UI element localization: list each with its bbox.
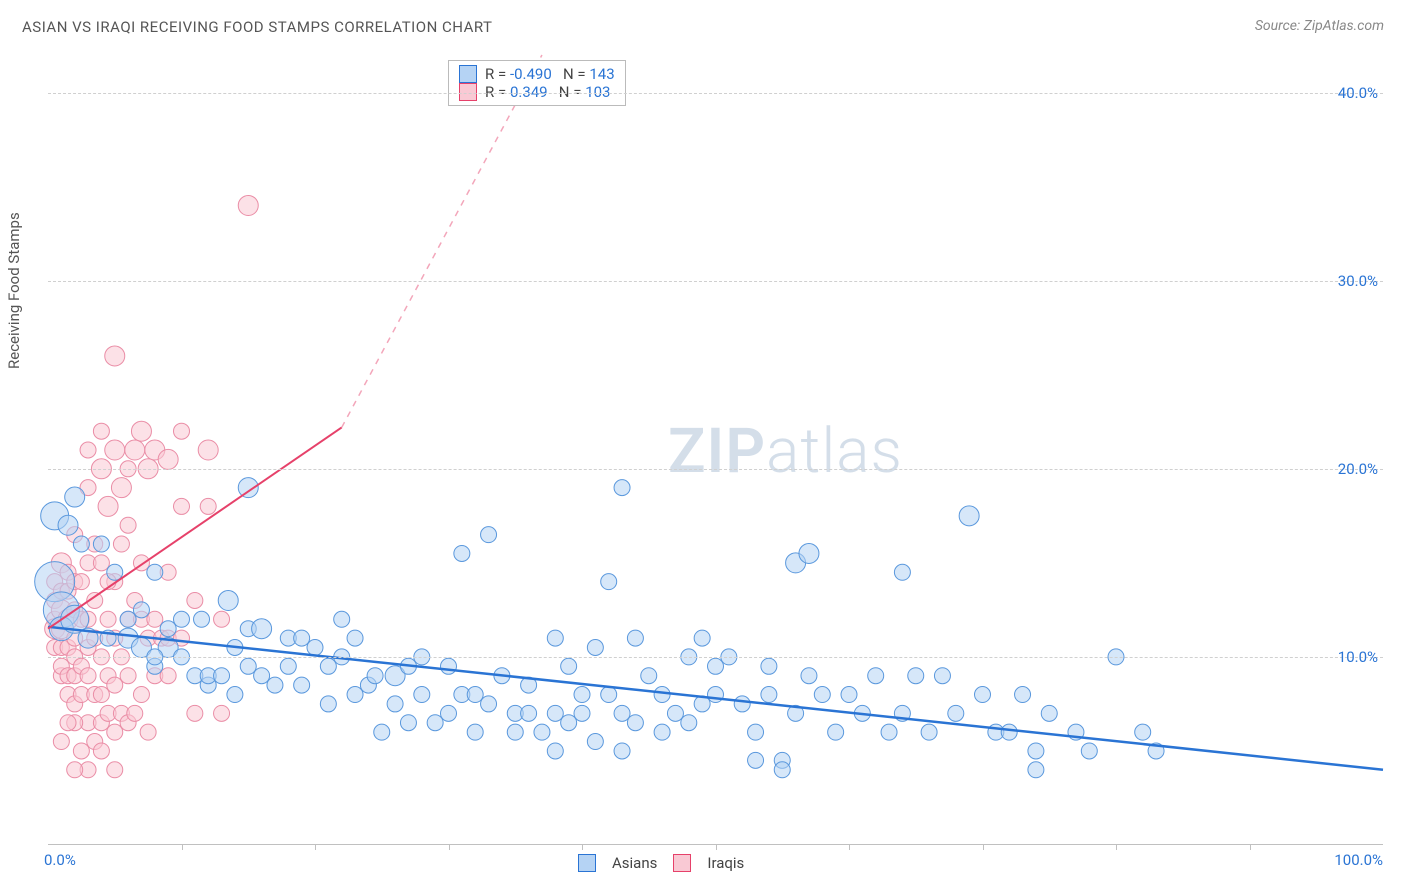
legend-label: Iraqis (707, 854, 744, 872)
legend-swatch (578, 854, 596, 872)
x-axis-min-label: 0.0% (44, 851, 76, 869)
y-tick-label: 10.0% (1338, 648, 1378, 666)
legend-swatch (459, 65, 477, 83)
series-legend: Asians Iraqis (578, 854, 744, 872)
y-axis-label: Receiving Food Stamps (5, 212, 23, 369)
y-tick-label: 40.0% (1338, 84, 1378, 102)
legend-swatch (673, 854, 691, 872)
chart-title: ASIAN VS IRAQI RECEIVING FOOD STAMPS COR… (22, 18, 493, 36)
chart-area: ZIPatlas R = -0.490 N = 143R = 0.349 N =… (48, 55, 1383, 845)
correlation-legend-row: R = -0.490 N = 143 (459, 65, 615, 83)
y-tick-label: 30.0% (1338, 272, 1378, 290)
x-axis-max-label: 100.0% (1334, 851, 1383, 869)
scatter-plot-svg (48, 55, 1383, 844)
legend-label: Asians (612, 854, 657, 872)
y-tick-label: 20.0% (1338, 460, 1378, 478)
chart-source: Source: ZipAtlas.com (1255, 18, 1384, 36)
correlation-legend: R = -0.490 N = 143R = 0.349 N = 103 (448, 60, 626, 106)
